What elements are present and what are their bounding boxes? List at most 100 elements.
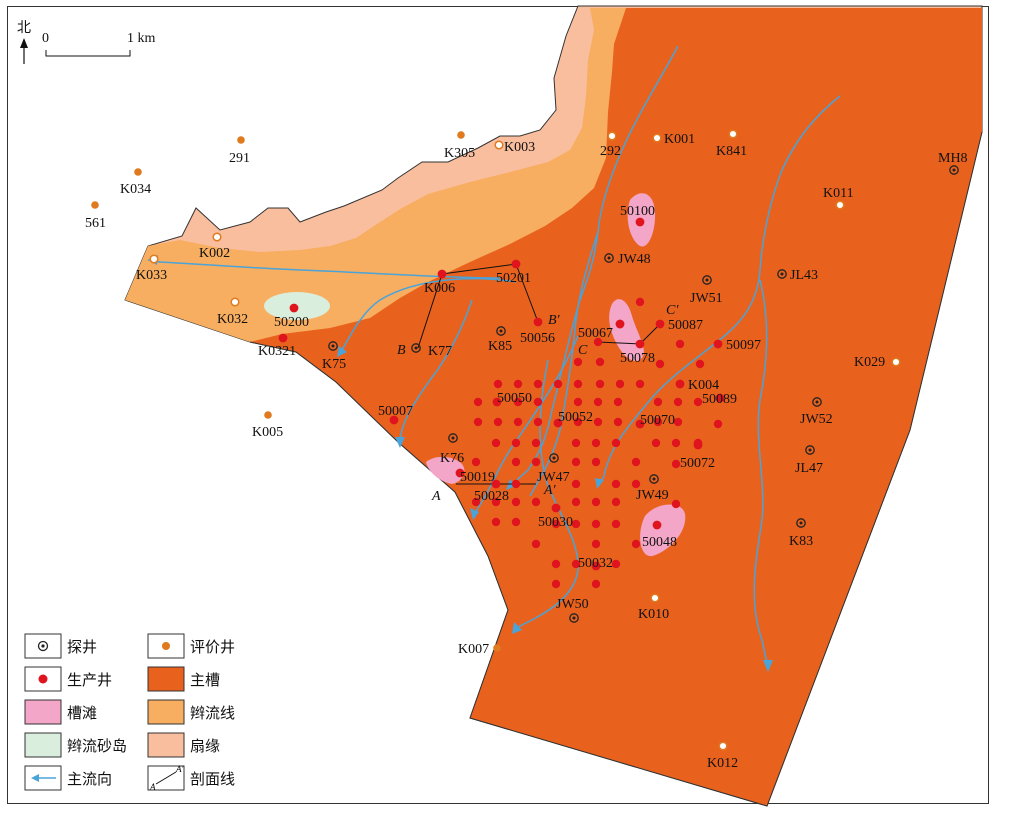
legend-section-letter: A	[149, 782, 156, 792]
exploration-well-marker	[949, 165, 959, 175]
exploration-well-center	[552, 456, 556, 460]
production-well-marker	[595, 379, 605, 389]
production-well-marker	[653, 397, 663, 407]
appraisal-well-marker	[891, 357, 901, 367]
appraisal-well-marker	[728, 129, 738, 139]
exploration-well-marker	[702, 275, 712, 285]
well-label: K0321	[258, 344, 296, 359]
well-label: 50052	[558, 410, 593, 425]
channel-bar-4	[426, 456, 465, 484]
exploration-well-marker	[805, 445, 815, 455]
well-label: K010	[638, 607, 669, 622]
north-label: 北	[17, 20, 31, 36]
production-well-marker	[571, 497, 581, 507]
well-label: JW52	[800, 412, 833, 427]
exploration-well-marker	[812, 397, 822, 407]
production-well-marker	[591, 579, 601, 589]
production-well-marker	[492, 397, 502, 407]
well-label: 292	[600, 144, 621, 159]
appraisal-well-marker	[493, 644, 501, 652]
production-well-marker	[613, 397, 623, 407]
production-well-marker	[693, 397, 703, 407]
production-well-marker	[573, 417, 583, 427]
appraisal-well-marker	[718, 741, 728, 751]
well-label: 50048	[642, 535, 677, 550]
flow-lines	[147, 45, 841, 669]
appraisal-well-marker	[91, 201, 99, 209]
well-label: K83	[789, 534, 813, 549]
well-label: 50056	[520, 331, 555, 346]
production-well-marker	[675, 339, 685, 349]
production-well-marker	[713, 419, 723, 429]
legend-label: 探井	[67, 638, 97, 656]
section-letter: B	[397, 343, 406, 358]
appraisal-well-marker	[652, 133, 662, 143]
wells: MH8 JW48 JW51 JL43 K85 K77 K75 K76 JW47 JW49 JW52 J…	[85, 129, 968, 771]
well-label: 50050	[497, 391, 532, 406]
production-well-marker	[573, 397, 583, 407]
production-well-marker	[591, 539, 601, 549]
section-letters: A A′ B B′ C C′	[397, 303, 679, 504]
legend-label: 辫流线	[190, 704, 235, 722]
well-label: K001	[664, 132, 695, 147]
section-letter: C′	[666, 303, 679, 318]
north-arrow: 北	[17, 20, 31, 64]
production-well-marker	[511, 517, 521, 527]
well-label: 50100	[620, 204, 655, 219]
appraisal-well-marker	[457, 131, 465, 139]
production-well-marker	[631, 457, 641, 467]
production-well-marker	[655, 359, 665, 369]
production-well-marker	[571, 457, 581, 467]
well-label: K77	[428, 344, 452, 359]
well-label: 50097	[726, 338, 761, 353]
well-label: K76	[440, 451, 464, 466]
exploration-well-marker	[411, 343, 421, 353]
production-well-marker	[553, 379, 563, 389]
exploration-well-center	[451, 436, 455, 440]
well-label: MH8	[938, 151, 968, 166]
production-well-marker	[591, 519, 601, 529]
well-label: 50201	[496, 271, 531, 286]
production-well-marker	[571, 519, 581, 529]
well-label: K002	[199, 246, 230, 261]
production-well-marker	[695, 359, 705, 369]
production-well-marker	[615, 319, 625, 329]
section-letter: B′	[548, 313, 561, 328]
production-well-marker	[611, 559, 621, 569]
well-label: JW51	[690, 291, 723, 306]
production-well-marker	[531, 457, 541, 467]
production-well-marker	[511, 438, 521, 448]
appraisal-well-marker	[264, 411, 272, 419]
channel-bar-3	[640, 504, 686, 557]
well-label: K003	[504, 140, 535, 155]
production-well-marker	[511, 457, 521, 467]
exploration-well-center	[331, 344, 335, 348]
well-label: JL43	[790, 268, 818, 283]
production-well-marker	[493, 379, 503, 389]
production-well-marker	[437, 269, 447, 279]
production-well-marker	[593, 417, 603, 427]
section-letter: A	[431, 489, 441, 504]
scale-zero: 0	[42, 31, 49, 46]
production-well-marker	[591, 497, 601, 507]
well-label: JW48	[618, 252, 651, 267]
production-well-marker	[471, 497, 481, 507]
production-well-marker	[491, 479, 501, 489]
production-well-marker	[278, 333, 288, 343]
production-well-marker	[653, 417, 663, 427]
well-label: K006	[424, 281, 455, 296]
legend: 探井 评价井 生产井 主槽 槽滩 辫流线 辫流砂岛 扇缘 主流向 A A′ 剖面…	[24, 633, 235, 792]
legend-section-letter: A′	[175, 764, 184, 774]
production-well-marker	[571, 559, 581, 569]
production-well-marker	[473, 417, 483, 427]
legend-label: 主槽	[190, 671, 220, 689]
legend-label: 生产井	[67, 671, 112, 689]
well-label: K029	[854, 355, 885, 370]
well-label: K032	[217, 312, 248, 327]
production-well-marker	[635, 339, 645, 349]
production-well-marker	[531, 497, 541, 507]
production-well-marker	[671, 438, 681, 448]
production-well-marker	[671, 499, 681, 509]
production-well-marker	[631, 479, 641, 489]
